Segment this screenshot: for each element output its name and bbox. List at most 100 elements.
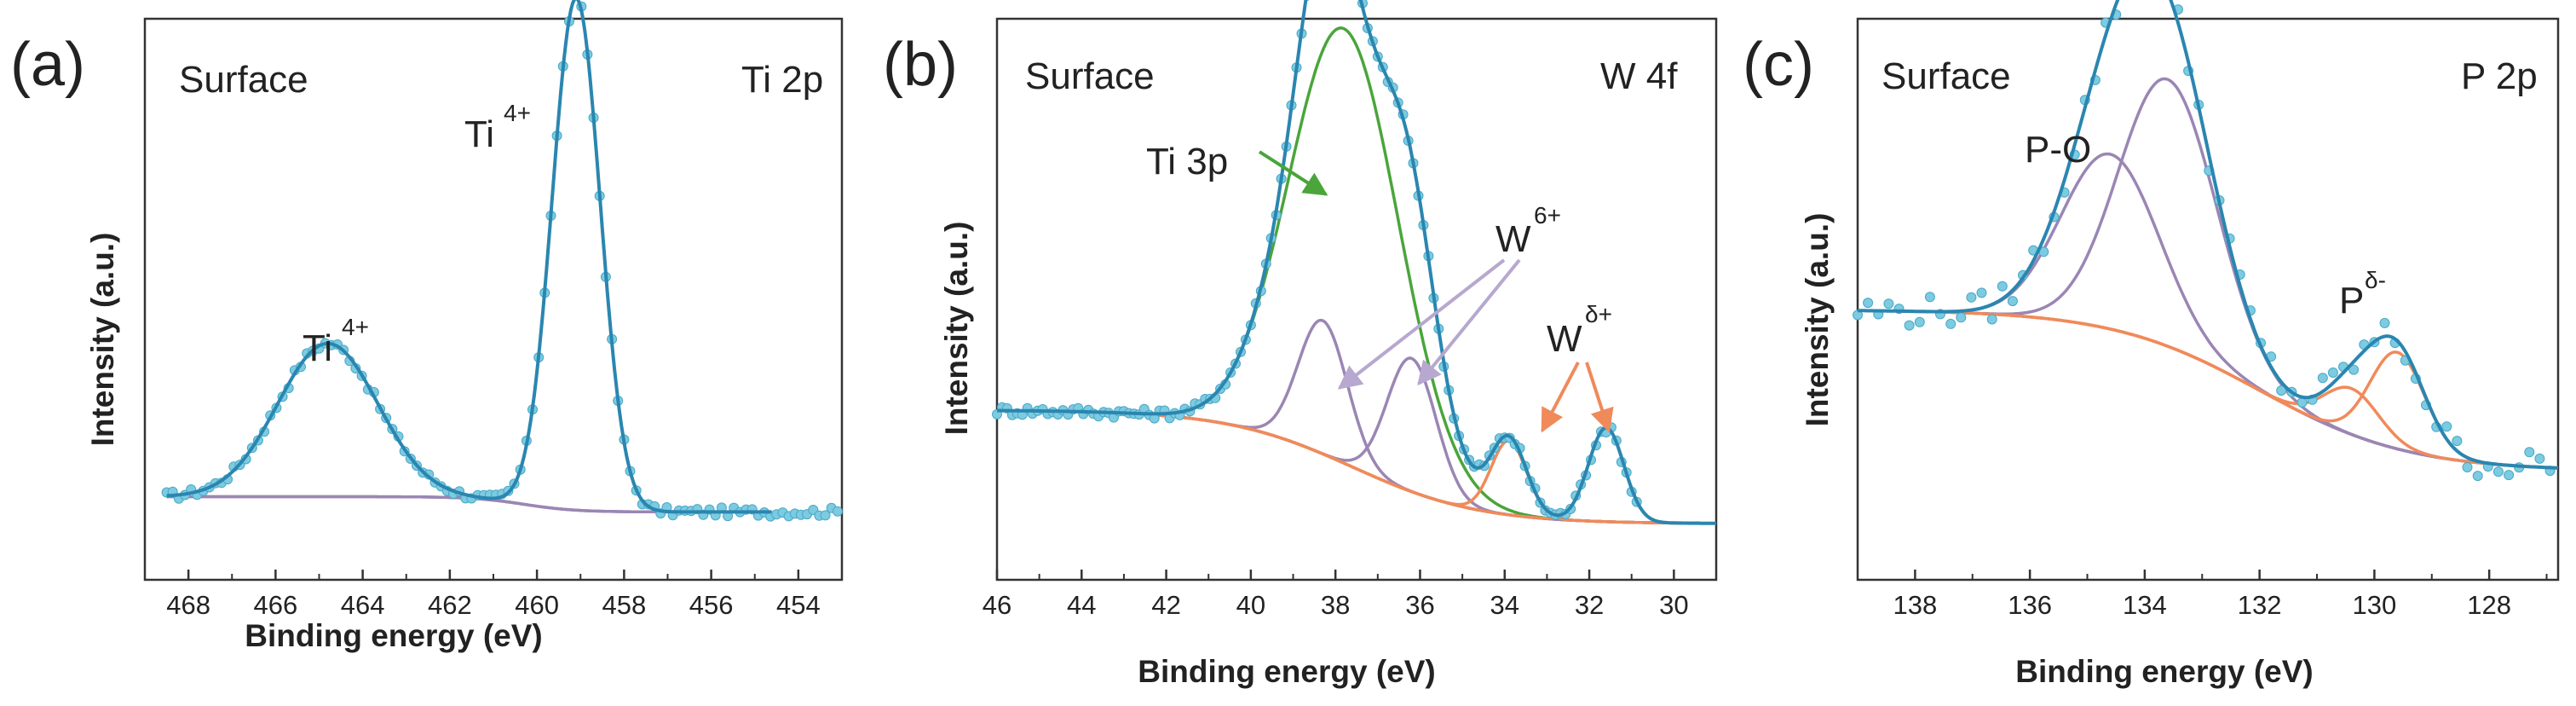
peak-label-ti4-left: Ti 4+ (303, 314, 369, 369)
svg-text:Ti: Ti (464, 113, 494, 155)
peak-label-ti3p: Ti 3p (1146, 141, 1228, 182)
data-point (1997, 281, 2008, 292)
arrow-wdelta-right (1585, 362, 1614, 433)
data-point (2379, 317, 2390, 328)
x-tick-label: 46 (983, 590, 1011, 620)
peak-component-3 (1857, 309, 2559, 470)
data-point (1924, 292, 1935, 303)
data-point (2534, 453, 2545, 464)
x-tick-label: 456 (689, 590, 734, 620)
peak-label-p-o: P-O (2025, 129, 2091, 171)
subtitle-a: Surface (179, 59, 308, 101)
x-tick-label: 460 (515, 590, 559, 620)
peak-component-0 (1857, 77, 2559, 470)
data-point (1945, 318, 1956, 329)
data-point (1966, 292, 1977, 303)
svg-text:6+: 6+ (1534, 202, 1561, 229)
svg-text:δ-: δ- (2365, 267, 2386, 293)
svg-text:W: W (1547, 318, 1582, 360)
panel-a: (a) 468 466 464 462 460 458 456 454 Surface Ti … (10, 0, 844, 653)
peak-component-0 (166, 342, 772, 514)
data-point (2276, 385, 2287, 396)
peak-label-pdelta: P δ- (2339, 267, 2386, 321)
peak-label-ti4-right: Ti 4+ (464, 100, 531, 155)
ylabel-a: Intensity (a.u.) (85, 233, 120, 447)
x-tick-label: 42 (1151, 590, 1180, 620)
panel-letter-a: (a) (10, 31, 85, 99)
x-tick-label: 138 (1893, 590, 1938, 620)
panel-letter-b: (b) (883, 31, 958, 99)
x-tick-label: 468 (166, 590, 210, 620)
envelope-line (997, 0, 1716, 525)
peak-component-2 (1857, 309, 2559, 470)
svg-text:Ti: Ti (303, 327, 332, 369)
data-point (2327, 367, 2338, 378)
x-tick-label: 130 (2353, 590, 2397, 620)
envelope-line (1857, 0, 2559, 470)
arrow-w6-left (1337, 258, 1506, 390)
title-b: W 4f (1600, 55, 1678, 97)
x-tick-label: 134 (2123, 590, 2167, 620)
svg-text:δ+: δ+ (1585, 301, 1612, 327)
x-tick-label: 466 (254, 590, 298, 620)
x-tick-label: 38 (1321, 590, 1350, 620)
x-tick-label: 462 (428, 590, 472, 620)
x-tick-label: 136 (2008, 590, 2052, 620)
data-point (1976, 287, 1987, 298)
x-tick-label: 34 (1490, 590, 1519, 620)
data-point (1914, 316, 1925, 327)
data-point (1986, 314, 1997, 325)
data-point (1956, 312, 1967, 323)
data-point (2524, 447, 2535, 458)
panel-c: (c) 138 136 134 132 130 128 Surface P 2p Bind… (1743, 0, 2560, 689)
data-point (2462, 462, 2473, 472)
x-tick-label: 128 (2467, 590, 2511, 620)
data-point (832, 506, 843, 517)
arrow-wdelta-left (1541, 362, 1580, 433)
subtitle-b: Surface (1025, 55, 1155, 97)
data-point (2441, 421, 2452, 432)
plot-frame (1856, 17, 2560, 582)
x-tick-label: 44 (1067, 590, 1096, 620)
peak-component-0 (997, 26, 1716, 525)
x-tick-label: 36 (1405, 590, 1434, 620)
subtitle-c: Surface (1882, 55, 2011, 97)
svg-text:W: W (1495, 218, 1531, 260)
x-tick-label: 132 (2238, 590, 2282, 620)
data-point (1853, 310, 1863, 321)
plot-frame (995, 17, 1718, 582)
peak-component-1 (997, 318, 1716, 525)
arrow-w6-right (1417, 258, 1521, 386)
ylabel-b: Intensity (a.u.) (939, 222, 974, 436)
x-tick-label: 32 (1575, 590, 1604, 620)
title-c: P 2p (2461, 55, 2538, 97)
svg-text:P: P (2339, 280, 2364, 321)
background-line (1857, 309, 2559, 470)
x-tick-label: 458 (602, 590, 647, 620)
data-point (2504, 470, 2515, 481)
data-point (2472, 471, 2483, 482)
data-point (2317, 373, 2328, 384)
xlabel-a: Binding energy (eV) (245, 618, 542, 653)
x-tick-label: 40 (1236, 590, 1265, 620)
ylabel-c: Intensity (a.u.) (1800, 213, 1835, 427)
data-point (2452, 436, 2463, 447)
panel-b: (b) 46 44 42 40 38 36 34 32 30 Surface W 4f Bind… (883, 0, 1718, 689)
data-point (820, 510, 831, 521)
data-point (2007, 296, 2018, 307)
peak-label-wdelta: W δ+ (1547, 301, 1612, 360)
xlabel-b: Binding energy (eV) (1138, 654, 1435, 689)
data-point (1883, 298, 1894, 310)
peak-component-2 (997, 356, 1716, 525)
data-point (2492, 466, 2504, 477)
data-point (1904, 320, 1915, 331)
panel-letter-c: (c) (1743, 31, 1814, 99)
svg-text:4+: 4+ (342, 314, 369, 340)
svg-text:4+: 4+ (504, 100, 531, 126)
x-tick-label: 30 (1659, 590, 1688, 620)
envelope-line (166, 0, 772, 514)
data-point (2348, 364, 2360, 375)
arrow-ti3p (1258, 150, 1328, 196)
peak-label-w6: W 6+ (1495, 202, 1561, 260)
